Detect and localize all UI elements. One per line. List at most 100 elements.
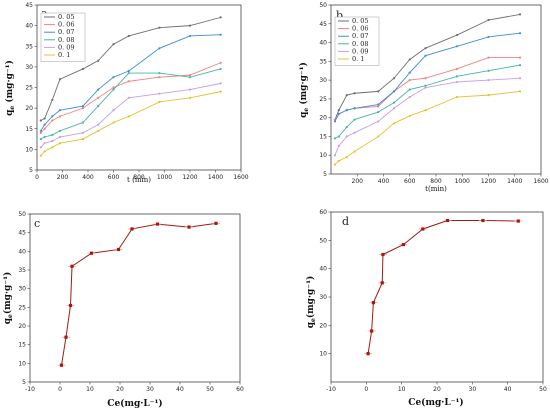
data-point [446,218,450,223]
series-point-2 [39,129,42,132]
series-point-1 [51,119,54,122]
data-point [366,352,370,356]
x-tick-label: -10 [25,386,35,393]
series-point-3 [345,125,348,129]
series-point-0 [188,24,192,27]
x-tick-label: 1200 [481,178,496,185]
series-point-3 [353,118,356,121]
series-point-4 [188,88,192,91]
data-point [401,242,406,247]
series-point-3 [51,133,54,137]
data-point [214,221,218,225]
x-tick-label: 400 [378,178,390,185]
series-point-4 [51,140,54,143]
series-line-3 [334,64,521,139]
series-point-0 [81,67,84,71]
series-point-2 [353,107,356,110]
series-point-2 [408,71,411,74]
y-tick-label: 50 [319,2,327,9]
x-tick-label: 0 [58,386,62,393]
series-point-0 [127,34,130,38]
series-point-1 [487,56,490,59]
y-tick-label: 20 [25,105,33,112]
series-point-5 [333,163,337,166]
series-point-4 [127,96,130,99]
x-tick-label: 10 [86,386,94,393]
series-point-0 [219,16,222,19]
series-point-3 [97,104,100,108]
y-tick-label: 50 [319,237,327,244]
panel-b-ylabel: qe (mg·g⁻¹) [298,62,310,118]
series-point-2 [51,115,54,118]
series-point-4 [487,79,490,82]
y-tick-label: 30 [18,286,26,293]
series-point-3 [408,88,411,91]
series-point-0 [408,58,411,61]
panel-d-letter: d [342,215,349,228]
x-tick-label: -10 [326,386,336,393]
x-tick-label: 1400 [507,178,522,185]
series-point-5 [392,122,396,125]
y-tick-label: 40 [25,23,33,30]
series-point-5 [337,159,340,162]
series-point-1 [455,67,459,70]
x-tick-label: 40 [504,386,512,393]
data-point [421,227,425,231]
series-point-4 [112,109,115,112]
series-point-3 [39,137,42,141]
x-tick-label: 400 [82,174,94,181]
series-point-4 [408,95,411,99]
series-point-3 [333,137,337,140]
series-point-0 [455,33,459,37]
series-point-1 [112,86,115,89]
y-tick-label: 25 [319,96,327,103]
series-point-4 [377,120,380,123]
series-point-3 [127,71,130,75]
legend-label: 0. 1 [58,51,70,59]
series-point-3 [188,76,192,79]
series-line-5 [40,91,221,156]
legend-label: 0. 08 [58,36,75,44]
x-tick-label: 20 [433,386,441,393]
panel-d-frame [330,211,544,383]
panel-a-legend: 0. 050. 060. 070. 080. 090. 1 [40,12,86,62]
series-line-5 [334,90,521,165]
x-tick-label: 0 [35,174,39,181]
x-tick-label: 600 [404,178,416,185]
y-tick-label: 45 [25,2,33,9]
panel-a-yticks: 5 10 15 20 25 30 35 40 45 [25,2,37,174]
series-point-2 [455,45,459,48]
x-tick-label: 30 [146,386,154,393]
panel-b-xticks: 200 400 600 800 1000 1200 1400 1600 [352,174,549,185]
y-tick-label: 40 [18,248,26,255]
y-tick-label: 60 [319,209,327,216]
series-point-1 [158,76,161,79]
x-tick-label: 800 [133,174,145,181]
panel-a-ylabel: qe (mg·g⁻¹) [4,60,16,116]
series-point-2 [58,109,62,112]
series-point-4 [392,107,396,110]
data-point [70,264,74,268]
legend-box [334,16,380,66]
series-point-4 [43,142,46,145]
legend-label: 0. 06 [58,21,75,29]
panel-d-ylabel: qe(mg·g⁻¹) [305,276,317,329]
series-point-3 [392,101,396,104]
series-point-2 [345,109,348,112]
series-point-1 [81,107,84,110]
y-tick-label: 10 [319,351,327,358]
series-point-0 [51,98,54,101]
legend-label: 0. 1 [352,55,364,63]
x-tick-label: 50 [539,386,547,393]
series-point-5 [408,114,411,117]
y-tick-label: 15 [18,342,26,349]
y-tick-label: 40 [319,40,327,47]
legend-label: 0. 06 [352,25,369,33]
series-point-5 [112,121,115,124]
x-tick-label: 20 [116,386,124,393]
series-point-3 [377,110,380,114]
data-point [59,363,64,367]
series-point-0 [353,92,356,95]
panel-c-series [57,221,220,367]
series-point-3 [58,129,62,132]
